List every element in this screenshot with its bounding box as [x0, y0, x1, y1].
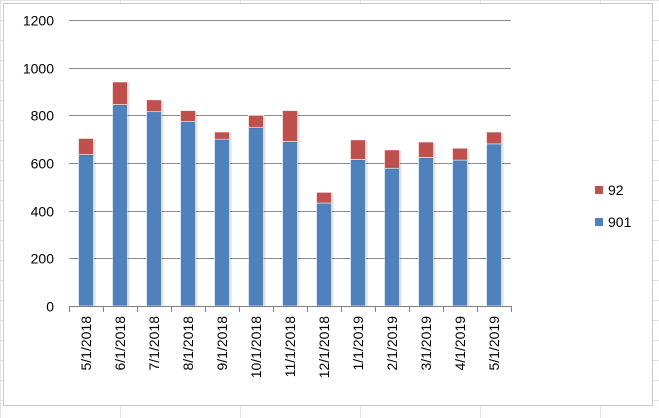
x-tick-label: 12/1/2018: [316, 316, 332, 378]
x-tick-label: 5/1/2018: [78, 316, 94, 371]
x-tick-label: 1/1/2019: [350, 316, 366, 371]
x-tick-label: 6/1/2018: [112, 316, 128, 371]
bar-series-92: [316, 192, 332, 204]
x-tick-label: 3/1/2019: [418, 316, 434, 371]
x-tick-label: 4/1/2019: [452, 316, 468, 371]
legend-label-901: 901: [608, 214, 632, 230]
chart-area[interactable]: 0 200 400 600 800 1000 1200 5/1/2018 6/1/2018 7/…: [3, 3, 653, 406]
y-tick-label: 1000: [23, 61, 54, 77]
bar-series-92: [78, 138, 94, 155]
bar-series-901: [282, 141, 298, 307]
bar-series-92: [452, 147, 468, 161]
bar-series-901: [486, 143, 502, 307]
bar-series-92: [418, 141, 434, 158]
y-tick-label: 200: [31, 251, 55, 267]
bar-series-901: [248, 126, 264, 307]
x-tick-label: 9/1/2018: [214, 316, 230, 371]
bar-series-901: [146, 111, 162, 307]
bar-series-901: [180, 120, 196, 307]
x-tick-label: 2/1/2019: [384, 316, 400, 371]
y-tick-label: 600: [31, 156, 55, 172]
x-tick-label: 7/1/2018: [146, 316, 162, 371]
bar-series-92: [486, 131, 502, 145]
x-axis: 5/1/2018 6/1/2018 7/1/2018 8/1/2018 9/1/2018…: [69, 306, 512, 378]
y-tick-label: 800: [31, 108, 55, 124]
y-tick-label: 400: [31, 204, 55, 220]
bar-series-92: [248, 115, 264, 128]
bar-series-901: [350, 159, 366, 307]
bar-series-92: [214, 131, 230, 140]
bar-series-901: [418, 157, 434, 307]
legend-swatch-901: [595, 218, 603, 226]
legend: 92 901: [595, 182, 632, 230]
y-tick-label: 0: [46, 299, 54, 315]
bar-series-92: [282, 110, 298, 142]
legend-swatch-92: [595, 186, 603, 194]
y-tick-label: 1200: [23, 13, 54, 29]
bar-series-901: [78, 154, 94, 307]
bar-series-92: [180, 110, 196, 122]
x-tick-label: 8/1/2018: [180, 316, 196, 371]
bar-series-901: [452, 159, 468, 307]
stacked-bar-chart: 0 200 400 600 800 1000 1200 5/1/2018 6/1/2018 7/…: [23, 13, 632, 379]
x-tick-label: 10/1/2018: [248, 316, 264, 378]
legend-label-92: 92: [608, 182, 624, 198]
bar-series-92: [112, 81, 128, 105]
bar-series-901: [214, 138, 230, 307]
bars: [78, 81, 504, 308]
bar-series-901: [316, 202, 332, 307]
bar-series-92: [350, 139, 366, 160]
bar-series-92: [384, 149, 400, 169]
bar-series-901: [112, 104, 128, 307]
bar-series-92: [146, 99, 162, 113]
x-tick-label: 11/1/2018: [282, 316, 298, 377]
bar-series-901: [384, 167, 400, 307]
x-tick-label: 5/1/2019: [486, 316, 502, 371]
y-axis: 0 200 400 600 800 1000 1200: [23, 13, 54, 315]
